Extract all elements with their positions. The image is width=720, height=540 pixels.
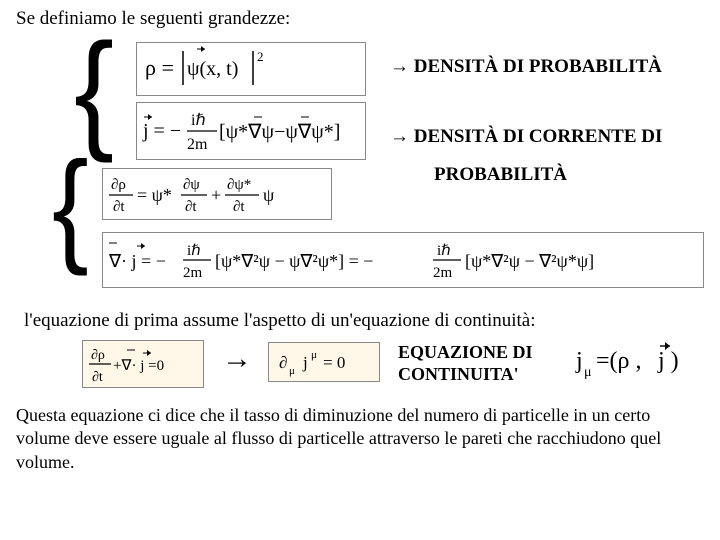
svg-text:= ψ*: = ψ* [137,185,172,205]
svg-text:∂ψ*: ∂ψ* [227,177,251,193]
definitions-block: { ρ = ψ(x, t) 2 j = − iℏ 2m [ψ*∇ψ−ψ∇ψ*] [16,36,704,166]
svg-text:iℏ: iℏ [187,243,201,259]
svg-text:=(ρ ,: =(ρ , [596,348,642,374]
label-density-probability: → DENSITÀ DI PROBABILITÀ [390,56,662,78]
svg-text:∂t: ∂t [113,199,125,215]
svg-text:[ψ*∇²ψ − ∇²ψ*ψ]: [ψ*∇²ψ − ∇²ψ*ψ] [465,251,594,271]
label-density-current: → DENSITÀ DI CORRENTE DI [390,126,662,148]
slide: Se definiamo le seguenti grandezze: { ρ … [0,0,720,540]
brace-icon: { [52,144,89,271]
svg-text:2m: 2m [183,265,203,281]
svg-text:∂ρ: ∂ρ [91,348,105,363]
derivatives-block: { ∂ρ ∂t = ψ* ∂ψ ∂t + ∂ψ* ∂t ψ ∇· j = − [16,166,704,306]
svg-text:j = −: j = − [142,120,181,142]
final-paragraph: Questa equazione ci dice che il tasso di… [16,404,704,474]
arrow-icon: → [390,56,409,77]
equation-div-j: ∇· j = − iℏ 2m [ψ*∇²ψ − ψ∇²ψ*] = − iℏ 2m… [102,232,704,288]
svg-text:ρ =: ρ = [145,55,174,80]
label-dens-prob-text: DENSITÀ DI PROBABILITÀ [409,56,662,77]
svg-text:[ψ*∇²ψ − ψ∇²ψ*] = −: [ψ*∇²ψ − ψ∇²ψ*] = − [215,251,373,271]
svg-text:j: j [575,348,583,374]
svg-text:∂t: ∂t [233,199,245,215]
svg-text:j: j [302,353,308,372]
svg-text:∂ψ: ∂ψ [183,177,200,193]
equation-jmu: j μ =(ρ , j ) [572,338,712,380]
svg-text:+∇· j =0: +∇· j =0 [113,358,164,374]
svg-text:2m: 2m [433,265,453,281]
svg-text:μ: μ [311,349,317,361]
svg-text:∂t: ∂t [185,199,197,215]
svg-text:= 0: = 0 [323,353,345,372]
svg-text:∂ρ: ∂ρ [111,177,126,193]
eq-cont-line1: EQUAZIONE DI [398,342,533,362]
svg-text:∂: ∂ [279,353,287,372]
svg-text:[ψ*∇ψ−ψ∇ψ*]: [ψ*∇ψ−ψ∇ψ*] [219,121,340,143]
equation-continuity: ∂ρ ∂t +∇· j =0 [82,340,204,388]
svg-text:+: + [211,185,221,205]
svg-text:2: 2 [257,49,264,64]
svg-text:ψ(x, t): ψ(x, t) [187,58,238,80]
label-dens-corr-text: DENSITÀ DI CORRENTE DI [409,126,662,147]
arrow-icon: → [222,342,252,376]
equation-covariant: ∂ μ j μ = 0 [268,342,380,382]
label-continuity-equation: EQUAZIONE DI CONTINUITA' [398,342,533,385]
equation-rho: ρ = ψ(x, t) 2 [136,42,366,96]
eq-cont-line2: CONTINUITA' [398,364,519,384]
svg-text:μ: μ [584,365,592,380]
svg-text:μ: μ [289,365,295,377]
svg-text:iℏ: iℏ [191,112,206,129]
svg-text:∂t: ∂t [92,370,103,385]
svg-text:2m: 2m [187,136,208,153]
equation-j: j = − iℏ 2m [ψ*∇ψ−ψ∇ψ*] [136,102,366,160]
continuity-intro: l'equazione di prima assume l'aspetto di… [24,310,704,332]
arrow-icon: → [390,126,409,147]
intro-text: Se definiamo le seguenti grandezze: [16,8,704,30]
svg-text:∇· j = −: ∇· j = − [108,251,166,271]
svg-text:iℏ: iℏ [437,243,451,259]
svg-text:j ): j ) [657,348,679,374]
svg-text:ψ: ψ [263,185,275,205]
equation-drho-dt: ∂ρ ∂t = ψ* ∂ψ ∂t + ∂ψ* ∂t ψ [102,168,332,220]
continuity-row: ∂ρ ∂t +∇· j =0 → ∂ μ j μ = 0 EQUAZIONE D… [16,336,704,402]
